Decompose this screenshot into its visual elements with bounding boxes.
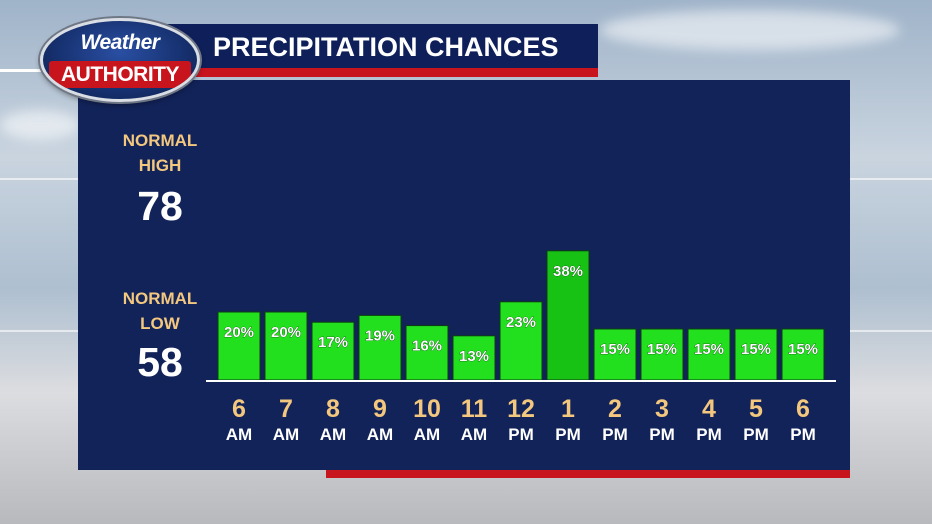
bar — [640, 328, 684, 381]
x-tick-hour-label: 1 — [561, 395, 575, 423]
horizon-line — [850, 178, 932, 180]
bar-value-label: 13% — [459, 348, 489, 365]
title-bar — [150, 24, 598, 68]
weather-authority-logo: Weather AUTHORITY — [40, 18, 200, 102]
panel-accent-stripe — [326, 470, 850, 478]
bar-value-label: 19% — [365, 327, 395, 344]
normal-low-label-line2: LOW — [140, 314, 180, 333]
x-tick-hour-label: 6 — [796, 395, 810, 423]
bar — [264, 311, 308, 381]
horizon-line — [850, 330, 932, 332]
bar-value-label: 15% — [600, 341, 630, 358]
x-tick-hour-label: 8 — [326, 395, 340, 423]
x-tick-hour-label: 10 — [413, 395, 441, 423]
bar — [781, 328, 825, 381]
x-tick-period-label: AM — [414, 425, 440, 444]
x-tick-period-label: PM — [790, 425, 816, 444]
x-tick-period-label: AM — [320, 425, 346, 444]
bar — [499, 301, 543, 381]
x-tick-hour-label: 7 — [279, 395, 293, 423]
bar-value-label: 17% — [318, 334, 348, 351]
cloud-streak — [600, 10, 900, 50]
logo-authority-text: AUTHORITY — [61, 63, 180, 86]
x-tick-hour-label: 11 — [461, 395, 488, 423]
x-tick-period-label: PM — [696, 425, 722, 444]
normal-high-label-line2: HIGH — [138, 156, 182, 175]
bar-value-label: 20% — [224, 324, 254, 341]
x-tick-period-label: PM — [743, 425, 769, 444]
x-tick-period-label: AM — [226, 425, 252, 444]
bar-value-label: 15% — [788, 341, 818, 358]
bar — [358, 314, 402, 381]
bar-value-label: 38% — [553, 263, 583, 280]
bar — [405, 325, 449, 381]
bar-value-label: 15% — [694, 341, 724, 358]
horizon-line — [0, 178, 78, 180]
normal-high-value: 78 — [137, 183, 183, 229]
bar — [546, 250, 590, 381]
bar — [217, 311, 261, 381]
normal-low-label-line1: NORMAL — [122, 289, 198, 308]
bar-value-label: 16% — [412, 338, 442, 355]
horizon-line — [0, 330, 78, 332]
bar — [734, 328, 778, 381]
x-tick-hour-label: 4 — [702, 395, 716, 423]
normal-high-label-line1: NORMAL — [122, 131, 198, 150]
bar — [452, 335, 496, 381]
logo-weather-text: Weather — [80, 31, 160, 54]
x-tick-hour-label: 3 — [655, 395, 669, 423]
cloud-streak — [0, 110, 80, 140]
x-tick-period-label: PM — [602, 425, 628, 444]
bar-value-label: 23% — [506, 314, 536, 331]
bar — [593, 328, 637, 381]
x-tick-hour-label: 2 — [608, 395, 622, 423]
normal-low-value: 58 — [137, 339, 183, 385]
bar-value-label: 20% — [271, 324, 301, 341]
logo-red-band — [49, 61, 191, 88]
x-tick-period-label: PM — [555, 425, 581, 444]
x-tick-period-label: AM — [367, 425, 393, 444]
x-tick-hour-label: 6 — [232, 395, 246, 423]
x-tick-hour-label: 5 — [749, 395, 763, 423]
page-title: PRECIPITATION CHANCES — [213, 32, 559, 62]
chart-panel — [78, 80, 850, 470]
x-tick-period-label: PM — [508, 425, 534, 444]
x-tick-hour-label: 12 — [507, 395, 535, 423]
bar-value-label: 15% — [647, 341, 677, 358]
x-tick-hour-label: 9 — [373, 395, 387, 423]
bar-value-label: 15% — [741, 341, 771, 358]
title-accent-stripe — [150, 68, 598, 77]
bar — [311, 321, 355, 381]
x-tick-period-label: AM — [461, 425, 487, 444]
x-tick-period-label: AM — [273, 425, 299, 444]
x-tick-period-label: PM — [649, 425, 675, 444]
